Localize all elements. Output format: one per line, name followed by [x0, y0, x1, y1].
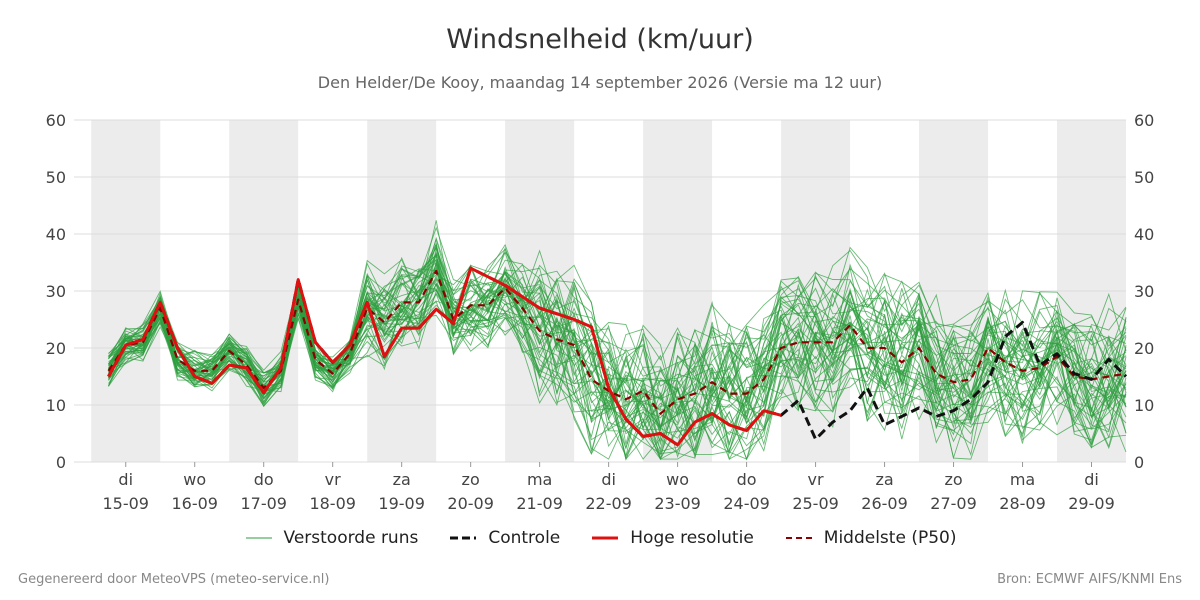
x-tick-date: 22-09 [585, 494, 632, 513]
legend-item-high-res: Hoge resolutie [590, 528, 754, 548]
y-tick-label: 40 [1134, 225, 1154, 244]
x-tick-day: di [1084, 470, 1099, 489]
ensemble-run-line [108, 270, 1127, 430]
legend-swatch-high-res [592, 536, 619, 540]
x-tick-day: wo [666, 470, 689, 489]
ensemble-run-line [108, 263, 1127, 460]
y-tick-label: 30 [1134, 282, 1154, 301]
x-tick-day: di [601, 470, 616, 489]
x-tick-date: 26-09 [861, 494, 908, 513]
x-tick-day: zo [944, 470, 962, 489]
x-tick-day: di [118, 470, 133, 489]
x-tick-date: 21-09 [516, 494, 563, 513]
footer-source: Bron: ECMWF AIFS/KNMI Ens [997, 572, 1182, 587]
y-tick-label: 30 [46, 282, 66, 301]
y-tick-label: 0 [1134, 453, 1144, 472]
y-tick-label: 60 [1134, 111, 1154, 130]
legend-swatch-control [450, 536, 477, 540]
y-tick-label: 20 [46, 339, 66, 358]
y-tick-label: 10 [1134, 396, 1154, 415]
x-tick-day: ma [527, 470, 552, 489]
legend-item-perturbed: Verstoorde runs [244, 528, 419, 548]
ensemble-run-line [108, 283, 1127, 452]
x-tick-day: zo [462, 470, 480, 489]
ensemble-run-line [108, 284, 1127, 461]
ensemble-run-line [108, 226, 1127, 402]
x-tick-date: 19-09 [378, 494, 425, 513]
y-tick-label: 0 [56, 453, 66, 472]
high-res-series-line [107, 266, 782, 447]
chart-title: Windsnelheid (km/uur) [446, 24, 754, 55]
x-tick-date: 28-09 [999, 494, 1046, 513]
legend-label-median: Middelste (P50) [823, 528, 957, 548]
chart-subtitle: Den Helder/De Kooy, maandag 14 september… [317, 73, 883, 92]
legend-item-control: Controle [448, 528, 560, 548]
x-tick-date: 17-09 [240, 494, 287, 513]
ensemble-run-line [108, 236, 1127, 398]
legend-label-perturbed: Verstoorde runs [283, 528, 419, 548]
legend-swatch-median [785, 537, 812, 539]
legend-label-control: Controle [488, 528, 561, 548]
x-tick-day: ma [1010, 470, 1035, 489]
y-axis-right: 0 10 20 30 40 50 60 [1134, 111, 1154, 472]
x-tick-date: 20-09 [447, 494, 494, 513]
ensemble-run-line [108, 254, 1127, 416]
x-tick-date: 24-09 [723, 494, 770, 513]
x-axis: di 15-09 wo 16-09 do 17-09 vr 18-09 za 19-09 zo 20-… [102, 462, 1115, 513]
ensemble-run-line [108, 241, 1127, 401]
x-tick-date: 29-09 [1068, 494, 1115, 513]
x-tick-day: do [737, 470, 757, 489]
control-series-line [107, 266, 1128, 447]
x-tick-date: 27-09 [930, 494, 977, 513]
ensemble-run-line [108, 247, 1127, 456]
legend-item-median: Middelste (P50) [784, 528, 957, 548]
x-tick-day: vr [808, 470, 824, 489]
x-tick-day: do [254, 470, 274, 489]
footer-generated-by: Gegenereerd door MeteoVPS (meteo-service… [18, 572, 330, 587]
legend-swatch-perturbed [245, 537, 272, 539]
y-tick-label: 50 [1134, 168, 1154, 187]
x-tick-day: za [393, 470, 411, 489]
y-tick-label: 60 [46, 111, 66, 130]
y-tick-label: 10 [46, 396, 66, 415]
legend: Verstoorde runs Controle Hoge resolutie … [0, 528, 1200, 548]
main-series [107, 266, 1128, 447]
ensemble-run-line [108, 266, 1127, 431]
y-axis-left: 0 10 20 30 40 50 60 [46, 111, 66, 472]
y-tick-label: 40 [46, 225, 66, 244]
y-tick-label: 20 [1134, 339, 1154, 358]
x-tick-date: 16-09 [171, 494, 218, 513]
legend-label-high-res: Hoge resolutie [630, 528, 754, 548]
x-tick-day: za [875, 470, 893, 489]
x-tick-date: 18-09 [309, 494, 356, 513]
x-tick-day: wo [183, 470, 206, 489]
x-tick-day: vr [325, 470, 341, 489]
x-tick-date: 15-09 [102, 494, 149, 513]
x-tick-date: 25-09 [792, 494, 839, 513]
y-tick-label: 50 [46, 168, 66, 187]
x-tick-date: 23-09 [654, 494, 701, 513]
